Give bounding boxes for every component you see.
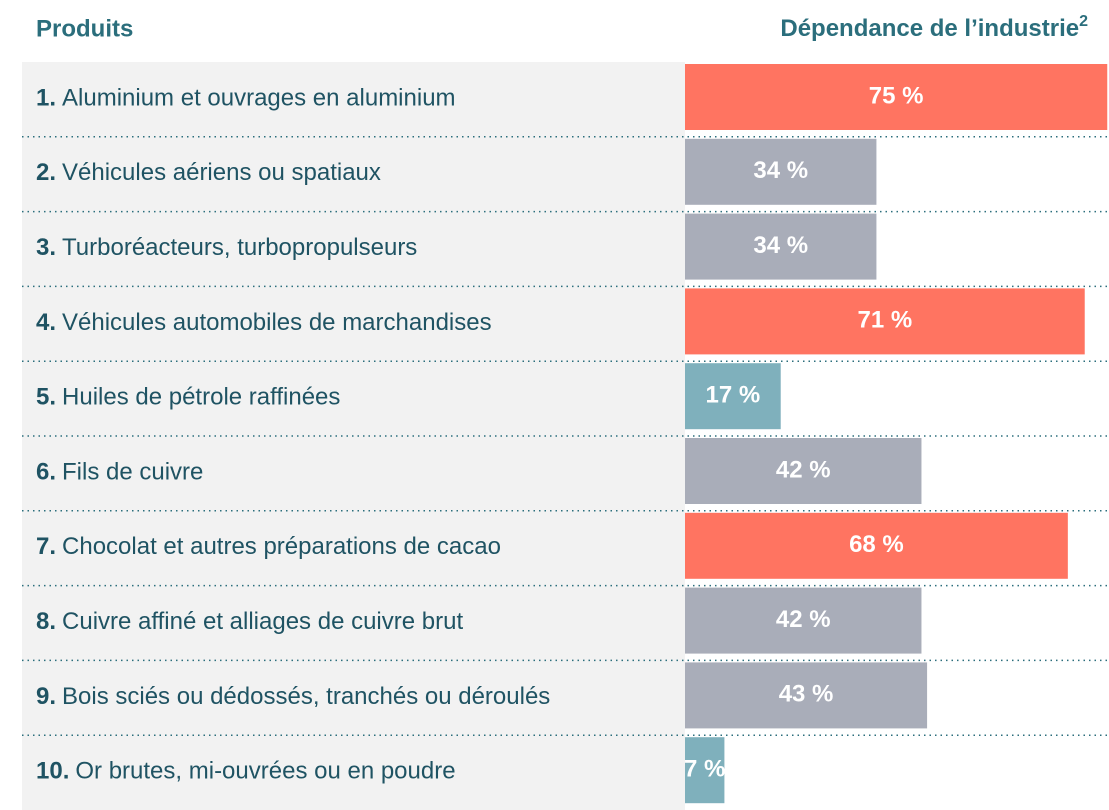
product-name: Véhicules automobiles de marchandises [62, 309, 492, 336]
row-label: 7. Chocolat et autres préparations de cac… [36, 534, 501, 561]
row-label: 5. Huiles de pétrole raffinées [36, 384, 340, 411]
value-label: 34 % [753, 232, 808, 259]
rank: 9. [36, 683, 56, 710]
value-label: 68 % [849, 531, 904, 558]
row-label: 10. Or brutes, mi-ouvrées ou en poudre [36, 758, 456, 785]
bar [685, 587, 922, 654]
value-label: 42 % [776, 606, 831, 633]
row-label: 9. Bois sciés ou dédossés, tranchés ou dé… [36, 683, 550, 710]
rank: 2. [36, 160, 56, 187]
value-label: 75 % [869, 82, 924, 109]
row-label: 6. Fils de cuivre [36, 459, 203, 486]
value-label: 71 % [858, 307, 913, 334]
bar [685, 662, 928, 729]
value-label: 34 % [753, 157, 808, 184]
product-name: Bois sciés ou dédossés, tranchés ou déro… [62, 683, 550, 710]
product-name: Aluminium et ouvrages en aluminium [62, 85, 456, 112]
value-label: 42 % [776, 456, 831, 483]
header-products: Produits [36, 15, 133, 42]
row-label: 8. Cuivre affiné et alliages de cuivre br… [36, 608, 463, 635]
product-name: Cuivre affiné et alliages de cuivre brut [62, 608, 463, 635]
bar [685, 512, 1068, 579]
value-label: 43 % [779, 681, 834, 708]
row-label: 1. Aluminium et ouvrages en aluminium [36, 85, 456, 112]
rank: 7. [36, 534, 56, 561]
rank: 3. [36, 234, 56, 261]
product-name: Chocolat et autres préparations de cacao [62, 534, 501, 561]
bar [685, 363, 781, 430]
product-name: Turboréacteurs, turbopropulseurs [62, 234, 417, 261]
product-name: Fils de cuivre [62, 459, 203, 486]
bar [685, 64, 1108, 130]
product-name: Huiles de pétrole raffinées [62, 384, 340, 411]
rank: 10. [36, 758, 69, 785]
bar [685, 288, 1085, 355]
rank: 6. [36, 459, 56, 486]
bar [685, 213, 877, 280]
bar [685, 737, 725, 804]
value-label: 7 % [684, 756, 725, 783]
header-dependence: Dépendance de l’industrie2 [780, 13, 1088, 42]
header-dependence-text: Dépendance de l’industrie [780, 15, 1079, 42]
row-label: 2. Véhicules aériens ou spatiaux [36, 160, 381, 187]
rank: 1. [36, 85, 56, 112]
rank: 4. [36, 309, 56, 336]
rank: 5. [36, 384, 56, 411]
product-name: Or brutes, mi-ouvrées ou en poudre [75, 758, 455, 785]
value-label: 17 % [706, 382, 761, 409]
bar [685, 138, 877, 205]
row-label: 4. Véhicules automobiles de marchandises [36, 309, 492, 336]
footnote-mark: 2 [1079, 13, 1088, 30]
bar [685, 438, 922, 504]
row-label: 3. Turboréacteurs, turbopropulseurs [36, 234, 417, 261]
product-name: Véhicules aériens ou spatiaux [62, 160, 381, 187]
rank: 8. [36, 608, 56, 635]
